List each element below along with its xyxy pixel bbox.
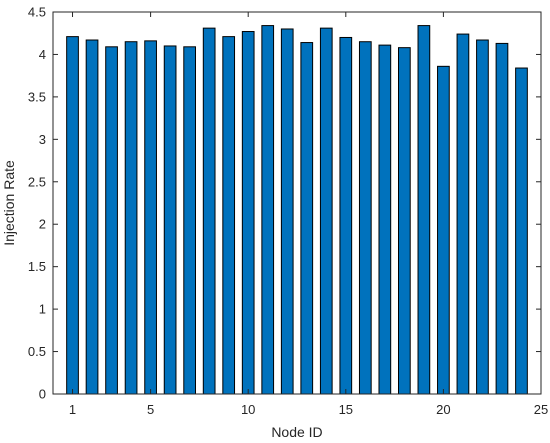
bar-node-3 xyxy=(105,46,118,395)
bar-node-15 xyxy=(339,36,353,395)
bar-node-1 xyxy=(66,36,79,395)
y-tick-label: 3 xyxy=(39,132,46,147)
bars-group xyxy=(66,25,528,395)
bar-node-21 xyxy=(456,33,470,395)
bar-node-20 xyxy=(437,65,450,395)
y-tick-label: 4.5 xyxy=(28,5,46,20)
bar-node-11 xyxy=(261,25,275,395)
bar-node-2 xyxy=(85,39,99,395)
bar-node-19 xyxy=(417,25,431,395)
bar-node-12 xyxy=(280,28,294,395)
bar-node-16 xyxy=(358,41,372,395)
plot-frame xyxy=(52,11,542,395)
x-tick-label: 20 xyxy=(436,402,450,417)
x-axis-label: Node ID xyxy=(271,424,322,440)
bar-node-17 xyxy=(378,44,392,395)
bar-node-23 xyxy=(495,42,509,395)
y-tick-label: 1.5 xyxy=(28,259,46,274)
bar-node-5 xyxy=(144,40,157,395)
bar-node-13 xyxy=(300,42,314,395)
bar-node-10 xyxy=(241,31,255,395)
x-tick-label: 10 xyxy=(241,402,255,417)
y-axis-label: Injection Rate xyxy=(1,160,17,246)
bar-node-7 xyxy=(183,46,196,395)
bar-node-24 xyxy=(515,67,528,395)
y-tick-label: 2.5 xyxy=(28,174,46,189)
y-tick-label: 3.5 xyxy=(28,89,46,104)
y-tick-label: 4 xyxy=(39,47,46,62)
bar-node-14 xyxy=(319,27,333,395)
bar-node-9 xyxy=(222,36,236,395)
bar-node-6 xyxy=(163,45,177,395)
x-tick-label: 5 xyxy=(147,402,154,417)
y-axis: 0 0.5 1 1.5 2 2.5 3 3.5 4 4.5 xyxy=(28,5,541,402)
x-tick-label: 25 xyxy=(534,402,548,417)
x-axis: 1 5 10 15 20 25 xyxy=(69,12,548,417)
bar-node-18 xyxy=(398,47,411,395)
y-tick-label: 1 xyxy=(39,302,46,317)
x-tick-label: 15 xyxy=(339,402,353,417)
bar-node-22 xyxy=(476,39,489,395)
x-tick-label: 1 xyxy=(69,402,76,417)
y-tick-label: 0.5 xyxy=(28,344,46,359)
y-tick-label: 0 xyxy=(39,387,46,402)
bar-node-8 xyxy=(202,27,216,395)
bar-node-4 xyxy=(124,41,138,395)
y-tick-label: 2 xyxy=(39,217,46,232)
